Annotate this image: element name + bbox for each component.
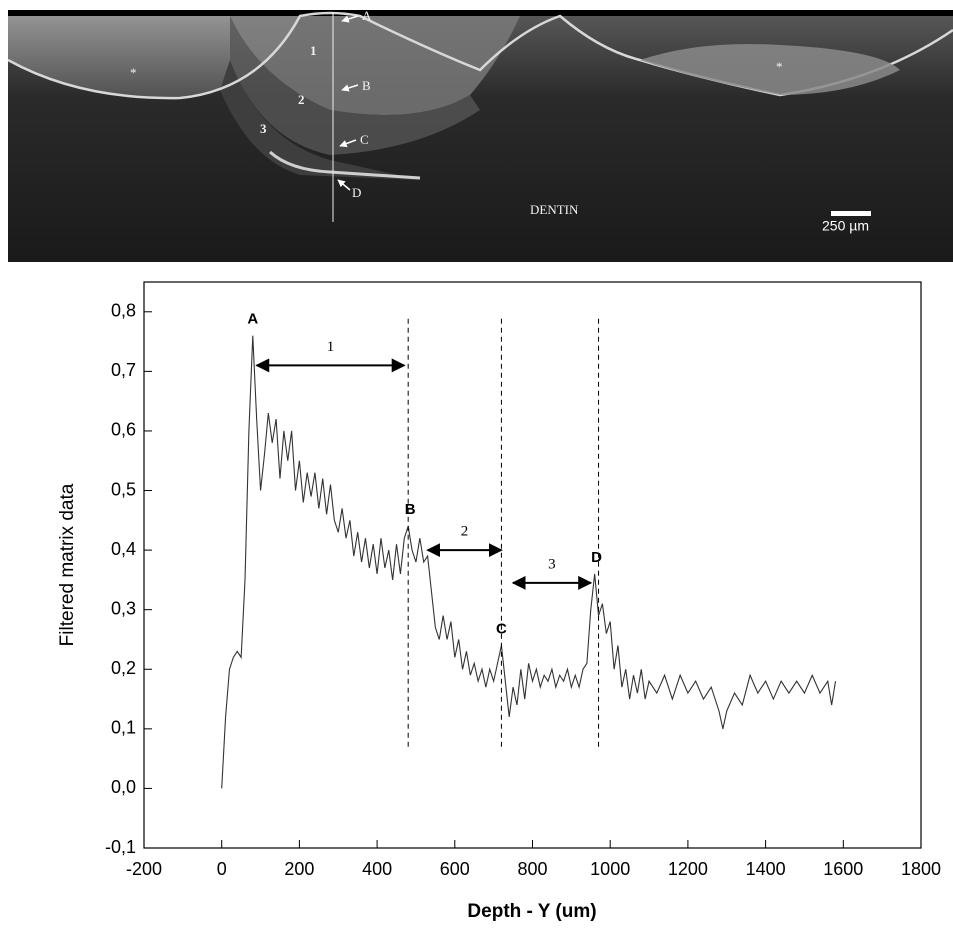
y-axis-label: Filtered matrix data xyxy=(57,483,78,646)
range-label: 3 xyxy=(548,556,556,572)
x-tick-label: 1000 xyxy=(590,859,630,879)
x-tick-label: 1600 xyxy=(823,859,863,879)
image-label: A xyxy=(362,8,372,23)
layer-d-edge xyxy=(268,150,421,180)
image-label: * xyxy=(130,65,137,80)
range-label: 2 xyxy=(461,524,469,540)
scale-bar-label: 250 µm xyxy=(822,218,869,234)
y-tick-label: 0,4 xyxy=(111,539,136,559)
x-tick-label: 1800 xyxy=(901,859,941,879)
arrow-a xyxy=(341,15,359,23)
oct-image: A B C D 1 2 3 * * DENTIN 250 µm xyxy=(7,8,953,262)
x-tick-label: 600 xyxy=(440,859,470,879)
image-label: B xyxy=(362,78,371,93)
x-tick-label: 1400 xyxy=(746,859,786,879)
y-tick-label: 0,1 xyxy=(111,718,136,738)
layer-3 xyxy=(220,60,420,180)
y-tick-label: 0,2 xyxy=(111,658,136,678)
scale-bar xyxy=(831,211,871,216)
data-line xyxy=(221,335,837,789)
peak-label: A xyxy=(247,311,258,328)
x-axis-label: Depth - Y (um) xyxy=(467,901,596,922)
y-tick-label: 0,8 xyxy=(111,301,136,321)
lesion-right xyxy=(640,44,900,95)
arrow-d xyxy=(337,179,351,191)
peak-label: D xyxy=(591,549,602,566)
image-label: DENTIN xyxy=(530,202,579,217)
y-tick-label: 0,3 xyxy=(111,598,136,618)
image-top-edge xyxy=(8,10,953,16)
peak-label: C xyxy=(496,620,507,637)
peak-label: B xyxy=(405,501,416,518)
x-tick-label: 800 xyxy=(517,859,547,879)
plot-frame xyxy=(143,281,922,849)
arrow-b xyxy=(341,84,359,92)
arrow-c xyxy=(339,139,357,148)
y-tick-label: -0,1 xyxy=(105,837,136,857)
layer-2 xyxy=(230,16,480,155)
image-label: 1 xyxy=(310,43,317,58)
x-tick-label: -200 xyxy=(126,859,162,879)
x-tick-label: 0 xyxy=(217,859,227,879)
range-label: 1 xyxy=(327,339,335,355)
image-label: * xyxy=(776,59,783,74)
y-tick-label: 0,0 xyxy=(111,777,136,797)
x-tick-label: 400 xyxy=(362,859,392,879)
image-label: 3 xyxy=(260,121,267,136)
image-label: D xyxy=(352,185,361,200)
image-label: C xyxy=(360,132,369,147)
x-tick-label: 200 xyxy=(284,859,314,879)
y-tick-label: 0,5 xyxy=(111,479,136,499)
x-tick-label: 1200 xyxy=(668,859,708,879)
image-label: 2 xyxy=(298,92,305,107)
layer-1 xyxy=(230,16,520,115)
y-tick-label: 0,7 xyxy=(111,360,136,380)
y-tick-label: 0,6 xyxy=(111,420,136,440)
